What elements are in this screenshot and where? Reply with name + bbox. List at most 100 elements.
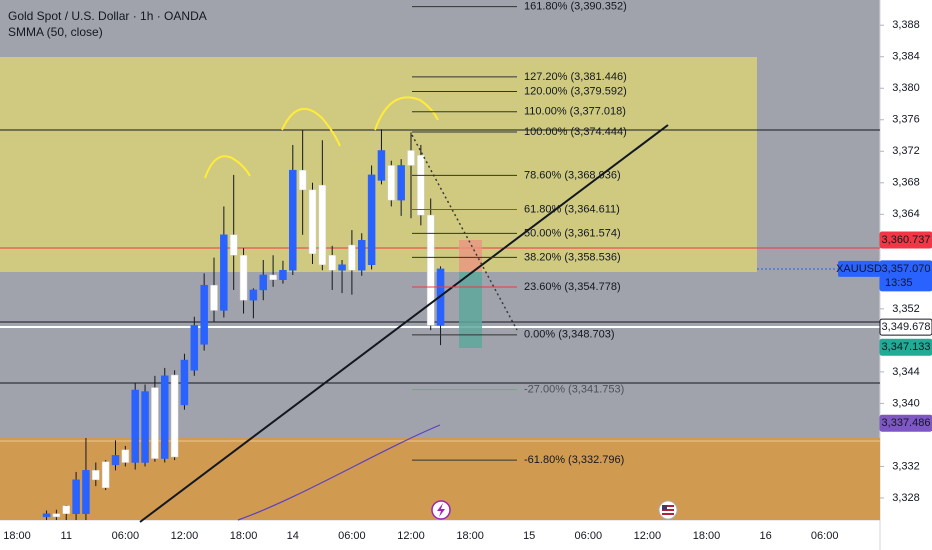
- hand-drawn-shoulder: [374, 96, 439, 131]
- price-tag-label: 3,360.737: [882, 234, 931, 246]
- price-tag-countdown: 13:35: [885, 277, 913, 289]
- candle-body: [42, 513, 51, 518]
- candle-body: [417, 154, 425, 216]
- x-tick-label: 06:00: [338, 530, 366, 542]
- fib-level-label: 0.00% (3,348.703): [524, 329, 615, 341]
- fib-level-label: 110.00% (3,377.018): [524, 106, 626, 118]
- price-tag-label: 3,349.678: [882, 321, 931, 333]
- price-tag: [879, 318, 932, 336]
- y-tick-label: 3,340: [892, 397, 920, 409]
- symbol-tag: [838, 260, 880, 277]
- candle-body: [348, 244, 356, 271]
- candle-body: [289, 169, 297, 271]
- candle-body: [338, 264, 346, 271]
- trend-line: [139, 124, 669, 523]
- candle-body: [318, 184, 327, 265]
- x-tick-label: 15: [523, 530, 535, 542]
- chart-title: Gold Spot / U.S. Dollar · 1h · OANDA: [8, 9, 207, 23]
- price-tag: [879, 231, 932, 249]
- candle-body: [161, 375, 169, 459]
- x-tick-label: 14: [287, 530, 299, 542]
- candle-body: [328, 255, 336, 271]
- candle-body: [200, 284, 208, 345]
- candle-body: [170, 374, 179, 458]
- price-tag-label: 3,357.070: [882, 263, 931, 275]
- candle-body: [259, 274, 267, 291]
- candle-body: [397, 165, 405, 201]
- fib-level-label: 23.60% (3,354.778): [524, 281, 621, 293]
- x-tick-label: 06:00: [112, 530, 140, 542]
- candle-body: [426, 214, 435, 326]
- time-axis-background: [0, 520, 880, 550]
- candle-body: [387, 165, 396, 201]
- fib-level-label: 100.00% (3,374.444): [524, 126, 627, 138]
- position-target: [459, 272, 482, 348]
- event-icon[interactable]: [658, 500, 678, 520]
- y-tick-label: 3,376: [892, 114, 920, 126]
- fib-level-label: 61.80% (3,364.611): [524, 203, 620, 215]
- x-tick-label: 18:00: [693, 530, 721, 542]
- price-tag: [879, 338, 932, 356]
- x-tick-label: 12:00: [634, 530, 662, 542]
- hand-drawn-shoulder: [204, 155, 251, 179]
- x-tick-label: 06:00: [575, 530, 603, 542]
- y-tick-label: 3,372: [892, 145, 920, 157]
- y-tick-label: 3,368: [892, 177, 920, 189]
- fib-level-label: 38.20% (3,358.536): [524, 251, 621, 263]
- fib-level-label: 50.00% (3,361.574): [524, 227, 621, 239]
- candle-body: [229, 234, 238, 256]
- fib-level-label: -27.00% (3,341.753): [524, 383, 624, 395]
- event-icon[interactable]: [431, 500, 451, 520]
- candles: [42, 129, 445, 520]
- y-tick-label: 3,384: [892, 51, 920, 63]
- y-tick-label: 3,328: [892, 492, 920, 504]
- fib-level-label: -61.80% (3,332.796): [524, 454, 624, 466]
- x-tick-label: 18:00: [3, 530, 31, 542]
- candle-body: [220, 234, 228, 311]
- candle-body: [249, 289, 258, 301]
- candle-body: [407, 150, 415, 166]
- x-tick-label: 18:00: [230, 530, 258, 542]
- candle-body: [239, 255, 248, 301]
- candle-body: [72, 479, 80, 514]
- candle-body: [279, 269, 287, 280]
- fib-level-label: 127.20% (3,381.446): [524, 71, 627, 83]
- projection-line: [411, 134, 518, 331]
- candle-body: [298, 169, 307, 191]
- x-tick-label: 12:00: [171, 530, 199, 542]
- candle-body: [308, 189, 317, 254]
- symbol-tag-label: XAUUSD: [836, 263, 882, 275]
- y-tick-label: 3,344: [892, 366, 920, 378]
- fib-level-label: 120.00% (3,379.592): [524, 85, 627, 97]
- candle-body: [62, 505, 70, 514]
- candle-body: [367, 174, 376, 265]
- candle-body: [111, 455, 120, 466]
- y-tick-label: 3,388: [892, 19, 920, 31]
- position-stop: [459, 240, 482, 272]
- candle-body: [151, 387, 159, 459]
- candle-body: [52, 513, 61, 518]
- candle-body: [190, 325, 199, 371]
- y-tick-label: 3,380: [892, 82, 920, 94]
- price-tag: [879, 414, 932, 432]
- candle-body: [131, 389, 139, 463]
- candle-body: [82, 470, 90, 514]
- indicator-label: SMMA (50, close): [8, 25, 103, 39]
- fib-level-label: 161.80% (3,390.352): [524, 1, 627, 13]
- fib-level-label: 78.60% (3,368.936): [524, 169, 621, 181]
- candle-body: [121, 449, 130, 463]
- candle-body: [358, 240, 366, 271]
- y-tick-label: 3,332: [892, 460, 920, 472]
- x-tick-label: 12:00: [397, 530, 425, 542]
- price-tag-label: 3,337.486: [882, 417, 931, 429]
- candle-body: [92, 470, 100, 481]
- y-tick-label: 3,352: [892, 303, 920, 315]
- price-tag-label: 3,347.133: [882, 341, 931, 353]
- x-tick-label: 11: [61, 530, 72, 542]
- candle-body: [269, 274, 277, 280]
- y-tick-label: 3,364: [892, 208, 920, 220]
- candle-body: [101, 461, 110, 488]
- price-tag: [879, 260, 932, 292]
